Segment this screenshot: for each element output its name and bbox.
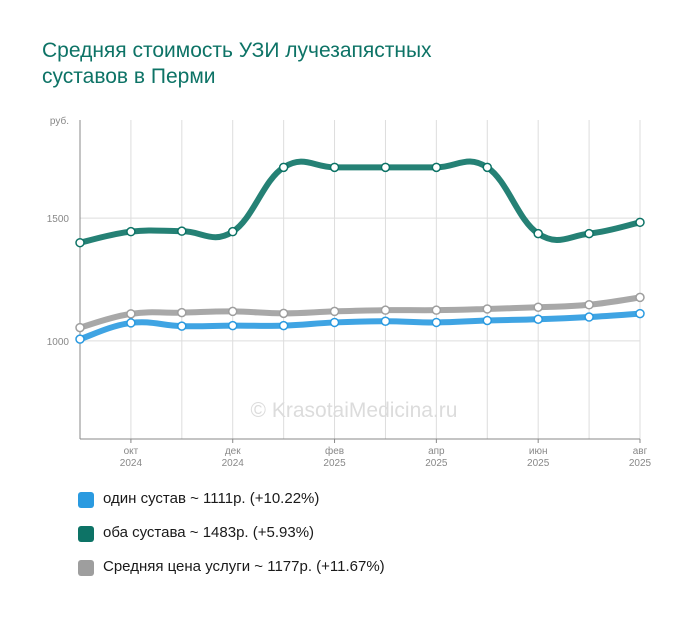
series-line-both-joints — [77, 158, 643, 246]
chart-title-line-2: суставов в Перми — [42, 65, 216, 88]
x-tick-label-month: дек — [225, 446, 241, 457]
x-tick-label-month: июн — [529, 446, 548, 457]
data-point-both-joints — [227, 226, 238, 237]
y-axis-label: руб. — [50, 115, 69, 127]
legend-swatch — [78, 526, 94, 542]
x-tick-label-year: 2025 — [527, 458, 550, 469]
x-tick-label-month: фев — [325, 445, 344, 457]
data-point-both-joints — [177, 226, 187, 236]
data-point-both-joints — [380, 162, 391, 173]
data-point-both-joints — [126, 226, 136, 237]
data-point-average-price — [329, 306, 340, 317]
data-point-average-price — [584, 300, 594, 310]
x-tick-label-year: 2025 — [323, 458, 346, 469]
legend-swatch — [78, 492, 94, 508]
legend-label: оба сустава ~ 1483р. (+5.93%) — [103, 524, 315, 541]
data-point-average-price — [635, 292, 645, 303]
data-point-both-joints — [584, 228, 594, 239]
data-point-average-price — [278, 308, 289, 319]
data-point-one-joint — [431, 317, 442, 328]
data-point-average-price — [126, 309, 136, 319]
data-point-one-joint — [75, 334, 85, 344]
series-one-joint — [75, 308, 645, 344]
x-tick-label-year: 2025 — [425, 458, 448, 469]
data-point-one-joint — [584, 312, 594, 322]
data-point-both-joints — [635, 217, 645, 228]
x-tick-label-year: 2024 — [222, 458, 245, 469]
data-point-one-joint — [177, 321, 187, 331]
chart-grid — [80, 120, 641, 439]
data-point-average-price — [75, 322, 85, 333]
data-point-average-price — [482, 304, 493, 314]
data-point-one-joint — [329, 317, 340, 328]
legend-label: Средняя цена услуги ~ 1177р. (+11.67%) — [103, 558, 385, 575]
chart-series — [75, 158, 645, 344]
series-line-one-joint — [77, 310, 643, 343]
x-tick-label-year: 2025 — [629, 458, 652, 469]
data-point-one-joint — [227, 320, 238, 331]
data-point-average-price — [431, 305, 442, 315]
chart-title-line-1: Средняя стоимость УЗИ лучезапястных — [42, 39, 432, 62]
legend-swatch — [78, 560, 94, 576]
chart-title: Средняя стоимость УЗИ лучезапястных суст… — [42, 38, 642, 90]
data-point-average-price — [380, 305, 391, 315]
x-tick-label-month: апр — [428, 446, 445, 457]
series-line-average-price — [77, 294, 643, 331]
x-tick-label-month: окт — [124, 446, 139, 457]
x-tick-label-year: 2024 — [120, 458, 143, 469]
data-point-average-price — [533, 302, 543, 312]
data-point-both-joints — [75, 237, 85, 248]
data-point-both-joints — [278, 162, 289, 173]
data-point-both-joints — [533, 228, 543, 239]
watermark-text: © KrasotaiMedicina.ru — [251, 399, 458, 422]
data-point-one-joint — [278, 320, 289, 331]
y-tick-label: 1000 — [47, 337, 70, 348]
data-point-average-price — [177, 307, 187, 318]
data-point-one-joint — [482, 315, 493, 326]
data-point-one-joint — [533, 314, 543, 325]
series-both-joints — [75, 158, 645, 248]
y-tick-label: 1500 — [47, 214, 70, 225]
data-point-one-joint — [635, 308, 645, 319]
series-average-price — [75, 292, 645, 333]
data-point-both-joints — [431, 162, 442, 173]
x-tick-label-month: авг — [633, 446, 648, 457]
data-point-one-joint — [380, 316, 391, 326]
data-point-both-joints — [482, 162, 493, 173]
data-point-one-joint — [126, 318, 136, 328]
data-point-average-price — [227, 306, 238, 317]
data-point-both-joints — [329, 162, 340, 173]
legend-label: один сустав ~ 1111р. (+10.22%) — [103, 490, 320, 507]
chart-axes: 10001500руб.окт2024дек2024фев2025апр2025… — [47, 115, 652, 469]
